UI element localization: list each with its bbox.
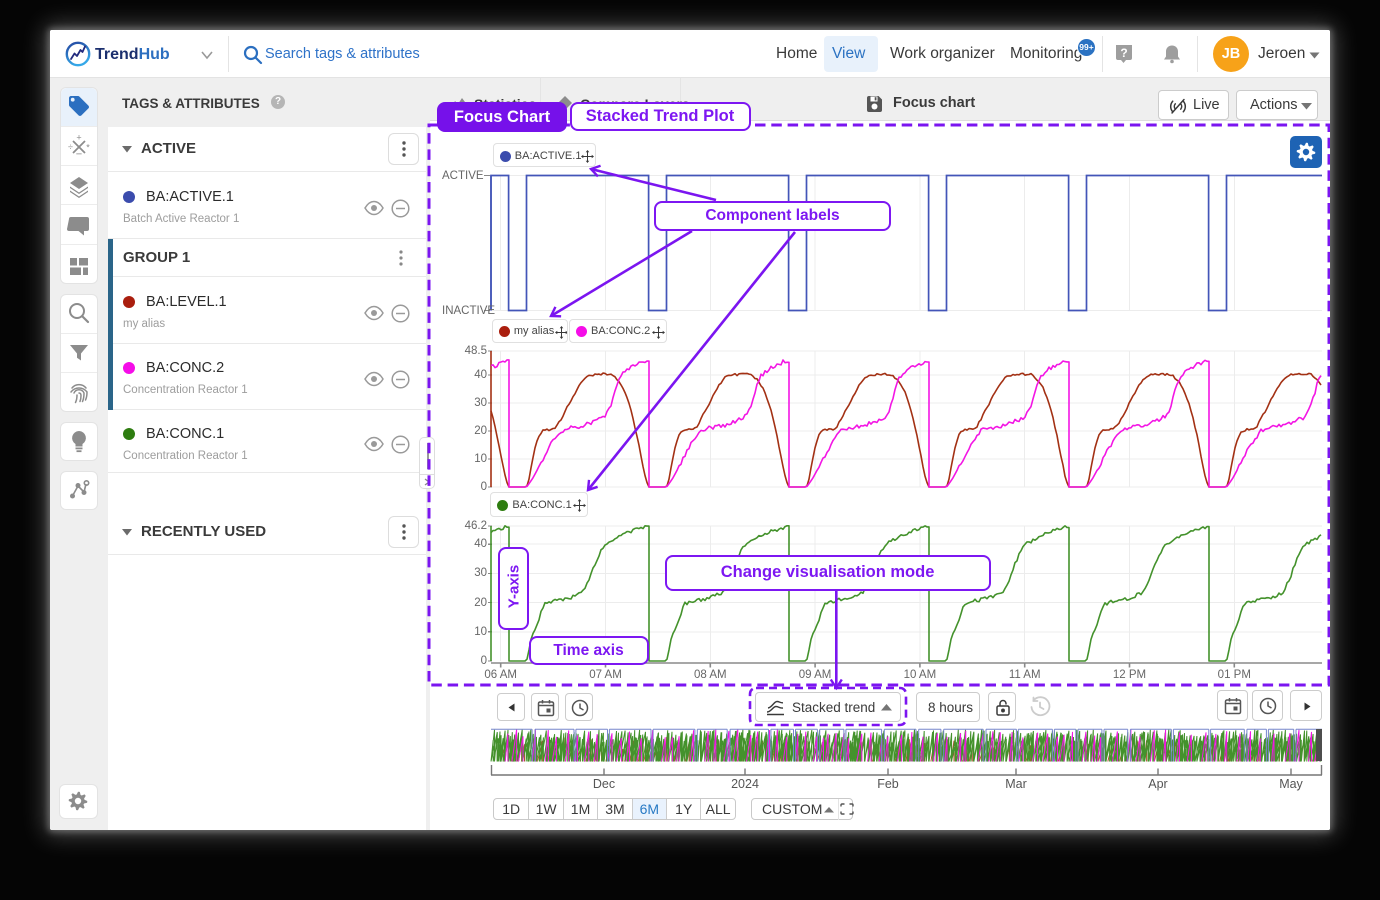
svg-text:?: ? (1120, 46, 1127, 60)
svg-text:+: + (76, 133, 81, 143)
svg-text:*: * (86, 143, 90, 153)
svg-text:−: − (76, 149, 82, 161)
svg-text:÷: ÷ (68, 142, 73, 152)
